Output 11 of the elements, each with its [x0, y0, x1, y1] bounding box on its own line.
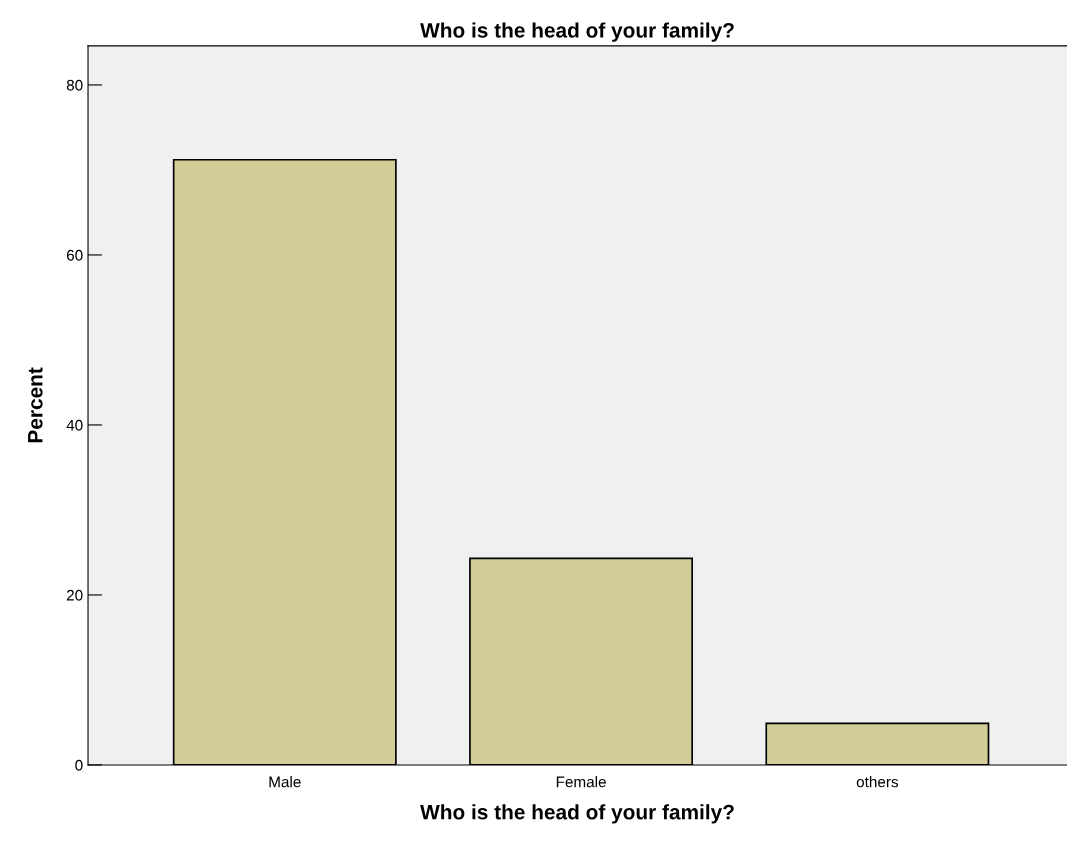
- x-tick-label: Male: [269, 776, 301, 788]
- x-axis-title: Who is the head of your family?: [420, 804, 734, 824]
- x-tick-label: others: [856, 776, 899, 788]
- y-tick-label: 0: [75, 759, 83, 771]
- y-tick-label: 20: [66, 589, 83, 601]
- x-tick-label: Female: [556, 776, 606, 788]
- y-tick-label: 60: [66, 249, 83, 261]
- y-tick-label: 40: [66, 419, 83, 431]
- y-tick-label: 80: [66, 79, 83, 91]
- chart-title: Who is the head of your family?: [420, 22, 734, 42]
- y-axis-title: Percent: [28, 367, 43, 443]
